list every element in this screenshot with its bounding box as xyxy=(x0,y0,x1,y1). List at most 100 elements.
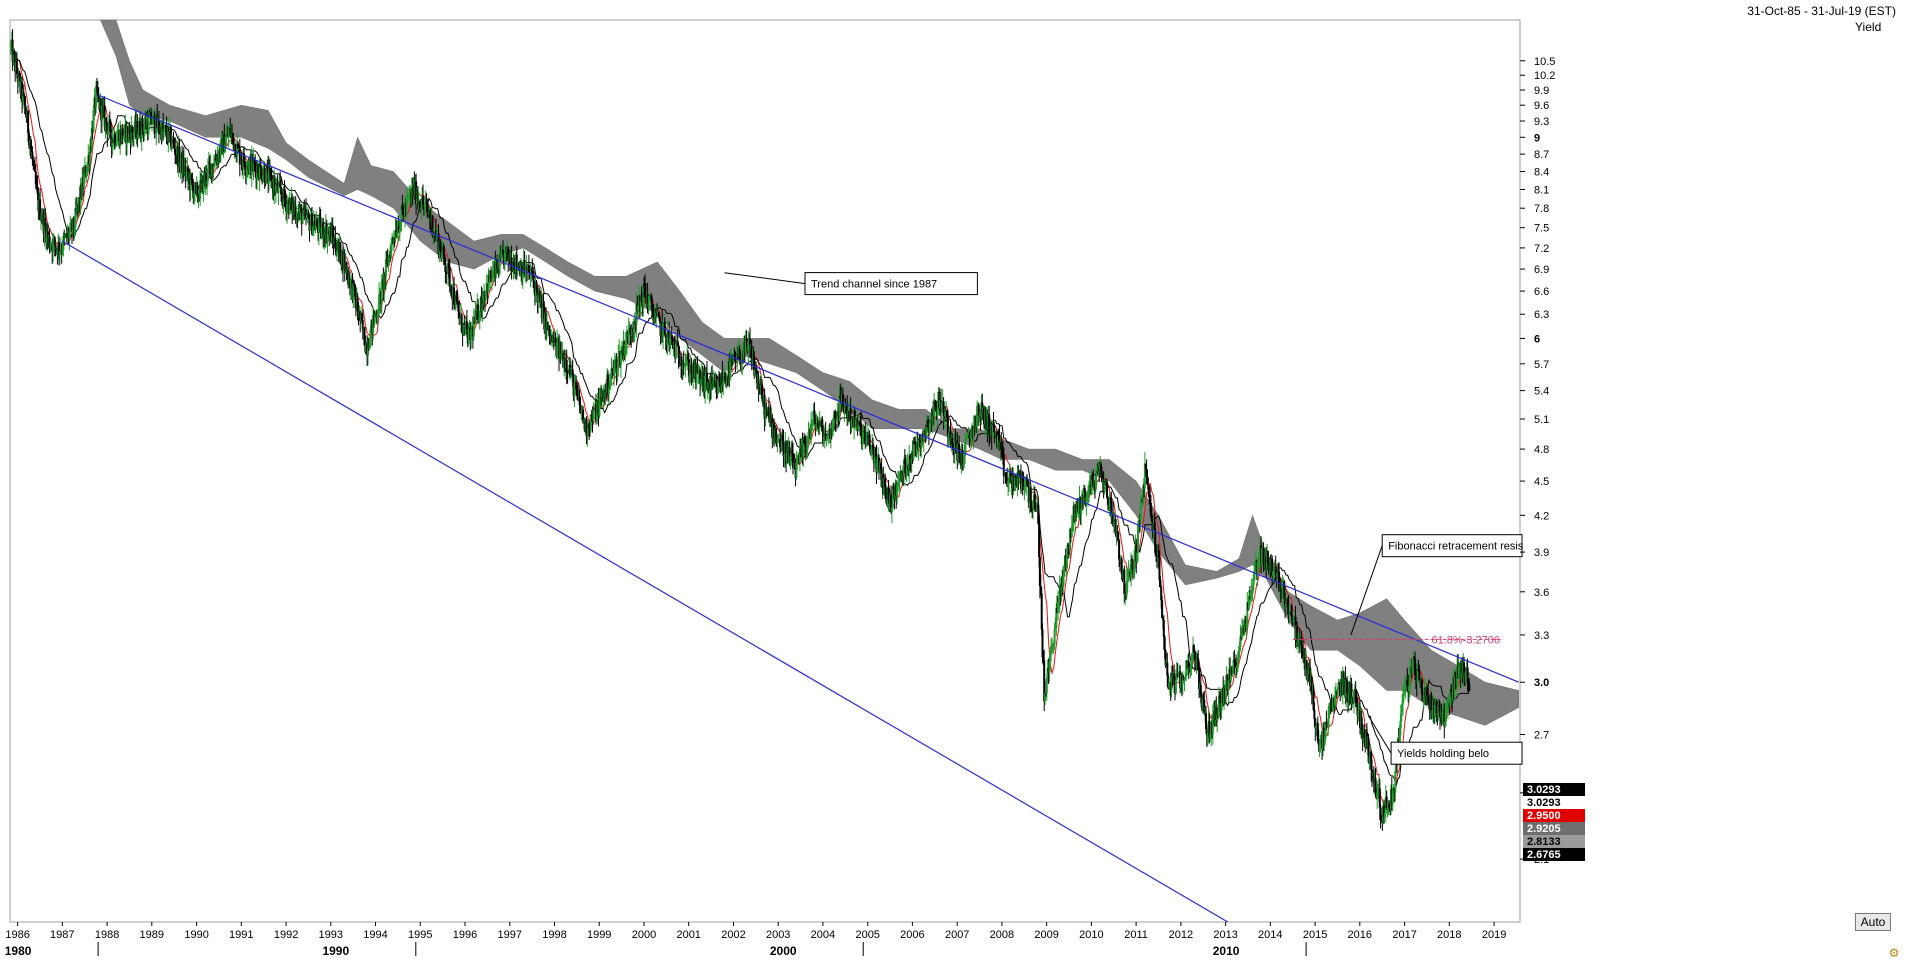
candle-body xyxy=(107,130,110,135)
candle xyxy=(363,326,366,346)
candle-body xyxy=(196,185,199,198)
candle-body xyxy=(369,329,372,347)
candle xyxy=(958,435,961,463)
candle-body xyxy=(1192,645,1195,659)
candle xyxy=(607,370,609,402)
candle xyxy=(1067,542,1070,559)
candle xyxy=(30,139,33,152)
candle xyxy=(653,306,656,325)
candle-body xyxy=(380,281,383,303)
candle xyxy=(934,399,936,411)
candle-body xyxy=(736,353,739,362)
candle-body xyxy=(1019,473,1022,476)
candle-body xyxy=(184,166,187,177)
candle-body xyxy=(1132,570,1135,575)
candle-body xyxy=(1000,442,1003,450)
candle-body xyxy=(782,441,785,457)
candle-body xyxy=(1211,715,1214,735)
candle-body xyxy=(1123,569,1126,595)
candle xyxy=(523,251,526,278)
candle xyxy=(589,414,592,433)
candle-body xyxy=(798,448,801,462)
candle-body xyxy=(1133,549,1136,571)
candle xyxy=(484,292,487,302)
candle-body xyxy=(1021,477,1024,484)
candle-body xyxy=(114,145,117,147)
candle-body xyxy=(1235,662,1238,668)
candle-body xyxy=(739,359,742,365)
candle xyxy=(988,405,991,447)
candle xyxy=(1271,555,1274,584)
candle-body xyxy=(1140,498,1143,507)
candle-body xyxy=(21,81,24,103)
candle-body xyxy=(579,405,582,413)
candle xyxy=(1371,759,1373,787)
candle-body xyxy=(918,439,921,441)
date-range-label: 31-Oct-85 - 31-Jul-19 (EST) xyxy=(1747,4,1896,18)
candle-body xyxy=(1254,567,1256,572)
candle-body xyxy=(1125,580,1128,595)
candle-body xyxy=(308,217,311,231)
candle-body xyxy=(697,372,700,374)
candle-body xyxy=(1040,593,1043,630)
candle-body xyxy=(86,162,89,172)
candle-body xyxy=(164,126,167,128)
candle xyxy=(722,371,725,396)
candle-body xyxy=(991,424,994,438)
candle xyxy=(764,397,767,427)
candle-body xyxy=(1411,660,1414,674)
candle-body xyxy=(454,294,457,308)
candle xyxy=(790,442,793,466)
candle-body xyxy=(18,72,21,78)
candle-body xyxy=(131,126,134,133)
candle xyxy=(182,146,185,182)
candle xyxy=(1041,623,1044,664)
candle-body xyxy=(1090,474,1093,495)
candle-body xyxy=(194,183,196,194)
candle xyxy=(711,365,714,390)
candle-body xyxy=(926,425,929,427)
candle-body xyxy=(917,439,920,449)
candle-body xyxy=(34,171,37,185)
candle-body xyxy=(607,374,609,394)
candle-body xyxy=(631,329,634,336)
candle xyxy=(991,420,994,438)
candle xyxy=(1302,640,1305,664)
candle-body xyxy=(1192,645,1195,652)
candle xyxy=(942,397,945,430)
candle xyxy=(866,431,869,446)
candle-body xyxy=(740,364,743,366)
candle-body xyxy=(1177,672,1180,676)
candle-body xyxy=(952,444,954,450)
candle-body xyxy=(1183,679,1186,681)
candle xyxy=(565,349,568,385)
candle-body xyxy=(846,403,849,418)
candle-body xyxy=(793,465,796,470)
candle-body xyxy=(443,254,446,263)
candle xyxy=(864,422,867,449)
candle xyxy=(1198,660,1201,699)
candle-body xyxy=(130,126,133,144)
candle xyxy=(715,374,718,400)
candle xyxy=(712,378,714,390)
candle-body xyxy=(258,163,261,180)
candle-body xyxy=(1162,618,1164,621)
candle-body xyxy=(1162,620,1165,637)
candle-body xyxy=(537,293,540,303)
candle-body xyxy=(481,300,484,312)
candle-body xyxy=(1234,661,1237,663)
candle-body xyxy=(1215,707,1218,720)
candle-body xyxy=(1206,733,1209,736)
candle-body xyxy=(1079,497,1082,514)
candle-body xyxy=(1417,669,1420,671)
candle-body xyxy=(706,372,708,389)
candle xyxy=(972,415,975,450)
candle xyxy=(671,335,674,349)
candle-body xyxy=(1053,629,1056,645)
candle-body xyxy=(1170,673,1173,690)
candle-body xyxy=(1406,679,1409,686)
candle-body xyxy=(1430,695,1433,715)
candle-body xyxy=(460,314,463,332)
candle xyxy=(174,137,177,165)
